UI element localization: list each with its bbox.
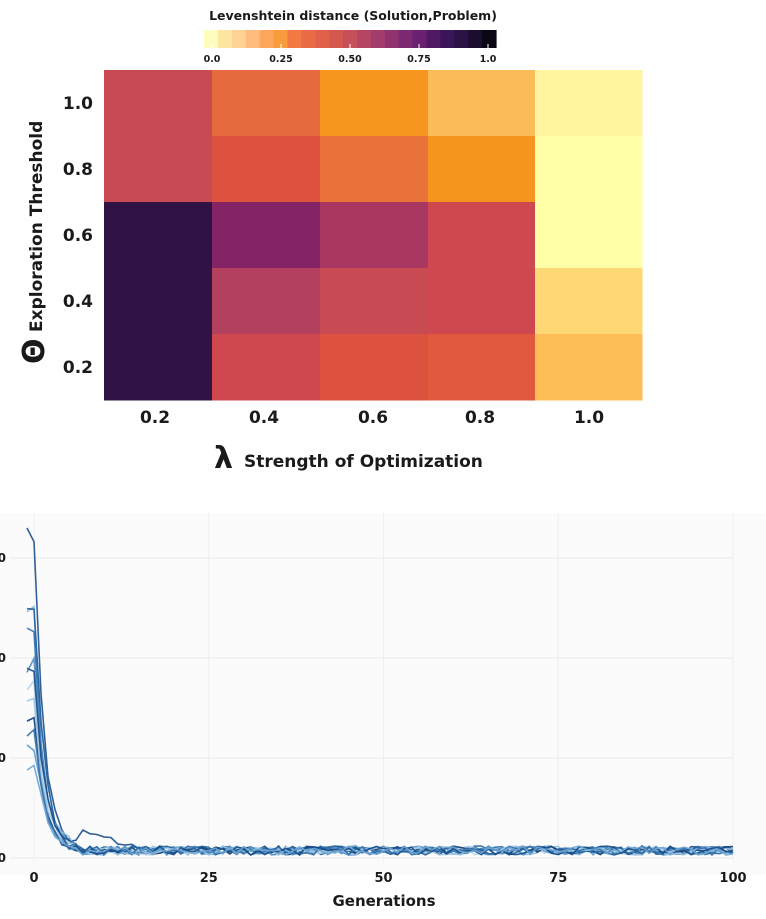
colorbar-segment: [329, 30, 344, 48]
line-x-tick-label: 50: [374, 871, 392, 886]
line-x-ticks: 0 25 50 75 100: [29, 871, 746, 886]
colorbar-segment: [301, 30, 316, 48]
colorbar-segment: [384, 30, 400, 48]
colorbar-gradient: [204, 30, 497, 48]
colorbar-segment: [370, 30, 386, 48]
heatmap-cell: [212, 136, 321, 203]
heatmap-cell: [535, 136, 643, 203]
heatmap-cell: [212, 202, 321, 269]
heatmap-cell: [320, 334, 429, 401]
colorbar-segment: [287, 30, 302, 48]
x-axis-symbol: λ: [214, 441, 233, 476]
colorbar-title: Levenshtein distance (Solution,Problem): [209, 8, 497, 23]
heatmap-cell: [212, 268, 321, 335]
colorbar-segment: [259, 30, 275, 48]
heatmap: [104, 70, 643, 401]
heatmap-y-tick-label: 1.0: [63, 94, 93, 114]
colorbar-segment: [217, 30, 233, 48]
line-y-tick-label: 0: [0, 851, 6, 865]
colorbar-segment: [468, 30, 483, 48]
line-x-tick-label: 0: [29, 871, 38, 886]
heatmap-cell: [535, 334, 643, 401]
colorbar-tick-label: 1.0: [480, 54, 497, 65]
heatmap-y-tick-label: 0.6: [63, 226, 93, 246]
heatmap-cell: [320, 202, 429, 269]
line-x-tick-label: 75: [549, 871, 567, 886]
heatmap-cell: [428, 70, 536, 137]
line-y-tick-label: 0: [0, 551, 6, 565]
colorbar-segment: [231, 30, 247, 48]
heatmap-cell: [428, 202, 536, 269]
heatmap-cell: [320, 136, 429, 203]
colorbar-tick-label: 0.0: [204, 54, 221, 65]
heatmap-y-ticks: 1.0 0.8 0.6 0.4 0.2: [63, 94, 93, 378]
colorbar-tick-label: 0.50: [338, 54, 362, 65]
colorbar-segment: [398, 30, 414, 48]
heatmap-cell: [535, 268, 643, 335]
colorbar-tick-label: 0.25: [269, 54, 292, 65]
colorbar-segment: [204, 30, 219, 48]
colorbar-segment: [454, 30, 469, 48]
colorbar-tick-label: 0.75: [407, 54, 430, 65]
line-y-tick-label: 0: [0, 751, 6, 765]
heatmap-cell: [104, 268, 213, 335]
colorbar-segment: [356, 30, 372, 48]
y-axis-label: Exploration Threshold: [27, 121, 47, 332]
line-y-ticks: 0 0 0 0: [0, 551, 6, 865]
heatmap-cell: [320, 268, 429, 335]
heatmap-cell: [428, 334, 536, 401]
heatmap-cell: [535, 202, 643, 269]
line-grid: [10, 513, 734, 862]
line-series: [26, 527, 734, 857]
line-x-axis-label: Generations: [332, 892, 435, 910]
heatmap-cell: [104, 70, 213, 137]
heatmap-cell: [104, 136, 213, 203]
heatmap-cell: [104, 202, 213, 269]
heatmap-cell: [104, 334, 213, 401]
heatmap-cell: [428, 268, 536, 335]
line-y-tick-label: 0: [0, 651, 6, 665]
heatmap-cell: [320, 70, 429, 137]
line-chart: 0 0 0 0 0 25 50 75 100 Generations: [0, 513, 766, 910]
heatmap-x-tick-label: 1.0: [574, 408, 604, 428]
heatmap-y-tick-label: 0.2: [63, 358, 93, 378]
line-x-tick-label: 25: [200, 871, 218, 886]
heatmap-x-tick-label: 0.6: [358, 408, 388, 428]
colorbar: Levenshtein distance (Solution,Problem) …: [204, 8, 497, 65]
heatmap-cell: [212, 70, 321, 137]
colorbar-segment: [315, 30, 330, 48]
heatmap-x-tick-label: 0.2: [140, 408, 170, 428]
heatmap-y-tick-label: 0.4: [63, 292, 93, 312]
line-series-run: [26, 764, 734, 856]
colorbar-ticks: 0.0 0.25 0.50 0.75 1.0: [204, 44, 497, 65]
colorbar-segment: [412, 30, 428, 48]
heatmap-cell: [535, 70, 643, 137]
colorbar-segment: [343, 30, 358, 48]
heatmap-y-tick-label: 0.8: [63, 160, 93, 180]
colorbar-segment: [482, 30, 497, 48]
heatmap-x-tick-label: 0.4: [249, 408, 279, 428]
heatmap-cell: [212, 334, 321, 401]
heatmap-x-ticks: 0.2 0.4 0.6 0.8 1.0: [140, 408, 604, 428]
colorbar-segment: [440, 30, 455, 48]
line-x-tick-label: 100: [719, 871, 746, 886]
x-axis-label: Strength of Optimization: [244, 452, 483, 472]
y-axis-symbol: Θ: [17, 338, 52, 364]
heatmap-x-tick-label: 0.8: [465, 408, 495, 428]
heatmap-cell: [428, 136, 536, 203]
colorbar-segment: [426, 30, 441, 48]
colorbar-segment: [273, 30, 289, 48]
colorbar-segment: [245, 30, 261, 48]
